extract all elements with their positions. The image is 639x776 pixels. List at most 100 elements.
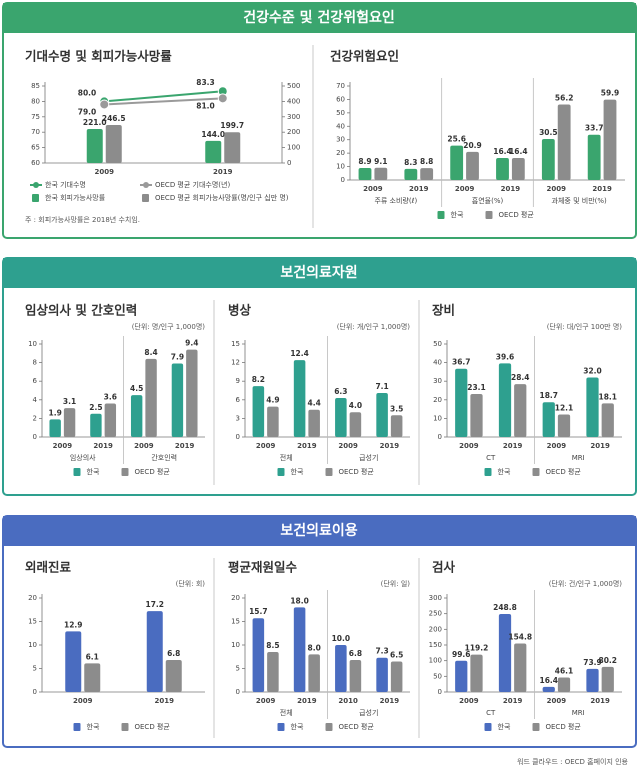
group-label: 급성기	[359, 708, 378, 717]
y-tick-label: 3	[236, 414, 240, 422]
line	[104, 90, 223, 103]
data-label: 10.0	[332, 634, 351, 643]
y-tick-label: 30	[336, 136, 345, 144]
data-label: 32.0	[583, 366, 602, 375]
x-tick-label: 2019	[380, 697, 400, 705]
data-label: 8.2	[252, 375, 265, 384]
legend-swatch	[73, 468, 81, 476]
x-tick-label: 2019	[503, 442, 523, 450]
bar	[498, 363, 512, 437]
data-label: 4.4	[308, 399, 321, 408]
panel-title: 병상	[228, 303, 252, 318]
bar	[450, 145, 464, 180]
legend-label: 한국	[498, 723, 511, 731]
y-tick-label: 20	[231, 594, 240, 602]
group-label: 주류 소비량(ℓ)	[374, 196, 417, 205]
y-tick-label: 50	[433, 340, 442, 348]
x-tick-label: 2019	[503, 697, 523, 705]
data-label: 18.0	[290, 596, 309, 605]
legend-swatch	[532, 468, 540, 476]
legend-swatch	[121, 723, 129, 731]
bar	[63, 408, 76, 437]
bar	[308, 654, 320, 692]
bar	[514, 384, 527, 437]
legend-label: OECD 평균	[135, 722, 171, 731]
x-tick-label: 2019	[93, 442, 113, 450]
legend-label: 한국	[498, 468, 511, 476]
x-tick-label: 2009	[547, 185, 567, 193]
bar	[498, 614, 512, 692]
group-label: MRI	[572, 709, 585, 717]
x-tick-label: 2009	[455, 185, 475, 193]
group-label: CT	[486, 709, 496, 717]
data-label: 9.1	[374, 157, 387, 166]
y-tick-label: 8	[33, 359, 37, 367]
bar	[308, 409, 320, 437]
y-tick-label: 150	[429, 641, 442, 649]
data-label: 99.6	[452, 650, 471, 659]
group-label: 임상의사	[70, 453, 96, 462]
x-tick-label: 2019	[592, 185, 612, 193]
legend-label: OECD 평균	[546, 722, 582, 731]
x-tick-label: 2009	[547, 697, 567, 705]
x-tick-label: 2019	[409, 185, 429, 193]
bar	[165, 660, 182, 692]
y-tick-label: 40	[336, 122, 345, 130]
legend-swatch	[33, 182, 39, 188]
data-label: 8.4	[144, 348, 157, 357]
bar	[586, 668, 599, 692]
bar	[349, 660, 362, 692]
data-label: 8.9	[358, 157, 371, 166]
y-tick-label: 30	[433, 377, 442, 385]
unit-label: (단위: 건/인구 1,000명)	[549, 579, 623, 588]
bar	[86, 128, 103, 163]
y-tick-label: 6	[33, 377, 38, 385]
data-label: 79.0	[78, 107, 97, 116]
bar	[205, 140, 222, 163]
y-tick-label: 40	[433, 359, 442, 367]
data-label: 7.1	[375, 382, 388, 391]
y-tick-label: 15	[231, 618, 240, 626]
y-tick-label: 10	[28, 340, 37, 348]
panel-title: 평균재원일수	[228, 560, 298, 575]
bar	[90, 413, 102, 437]
x-tick-label: 2019	[590, 442, 610, 450]
y-tick-label: 6	[236, 396, 241, 404]
x-tick-label: 2009	[459, 697, 479, 705]
y-tick-label: 50	[336, 109, 345, 117]
legend-swatch	[73, 723, 81, 731]
data-label: 59.9	[601, 89, 620, 98]
y-tick-label: 12	[231, 359, 240, 367]
bar	[420, 168, 434, 180]
data-label: 119.2	[465, 644, 489, 653]
y-tick-label: 0	[438, 433, 442, 441]
bar	[293, 607, 306, 692]
footer: 워드 클라우드 : OECD 홈페이지 인용	[517, 757, 629, 766]
data-label: 30.5	[539, 128, 558, 137]
unit-label: (단위: 대/인구 100만 명)	[547, 322, 623, 331]
bar	[455, 368, 468, 437]
data-label: 154.8	[508, 632, 532, 641]
bar	[496, 157, 509, 180]
data-label: 56.2	[555, 94, 574, 103]
bar	[84, 663, 101, 692]
bar	[455, 660, 468, 692]
data-label: 4.9	[266, 396, 279, 405]
bar	[511, 157, 525, 180]
y-tick-label: 20	[433, 396, 442, 404]
legend-swatch	[121, 468, 129, 476]
bar	[146, 611, 163, 692]
section-header	[3, 516, 636, 546]
x-tick-label: 2019	[501, 185, 521, 193]
x-tick-label: 2009	[459, 442, 479, 450]
data-label: 12.4	[290, 349, 309, 358]
y-tick-label: 70	[31, 128, 40, 136]
data-label: 20.9	[463, 141, 482, 150]
bar	[335, 397, 347, 437]
bar	[104, 403, 117, 437]
bar	[105, 125, 122, 163]
data-label: 12.1	[555, 403, 574, 412]
x-tick-label: 2019	[297, 697, 317, 705]
data-label: 3.1	[63, 397, 76, 406]
